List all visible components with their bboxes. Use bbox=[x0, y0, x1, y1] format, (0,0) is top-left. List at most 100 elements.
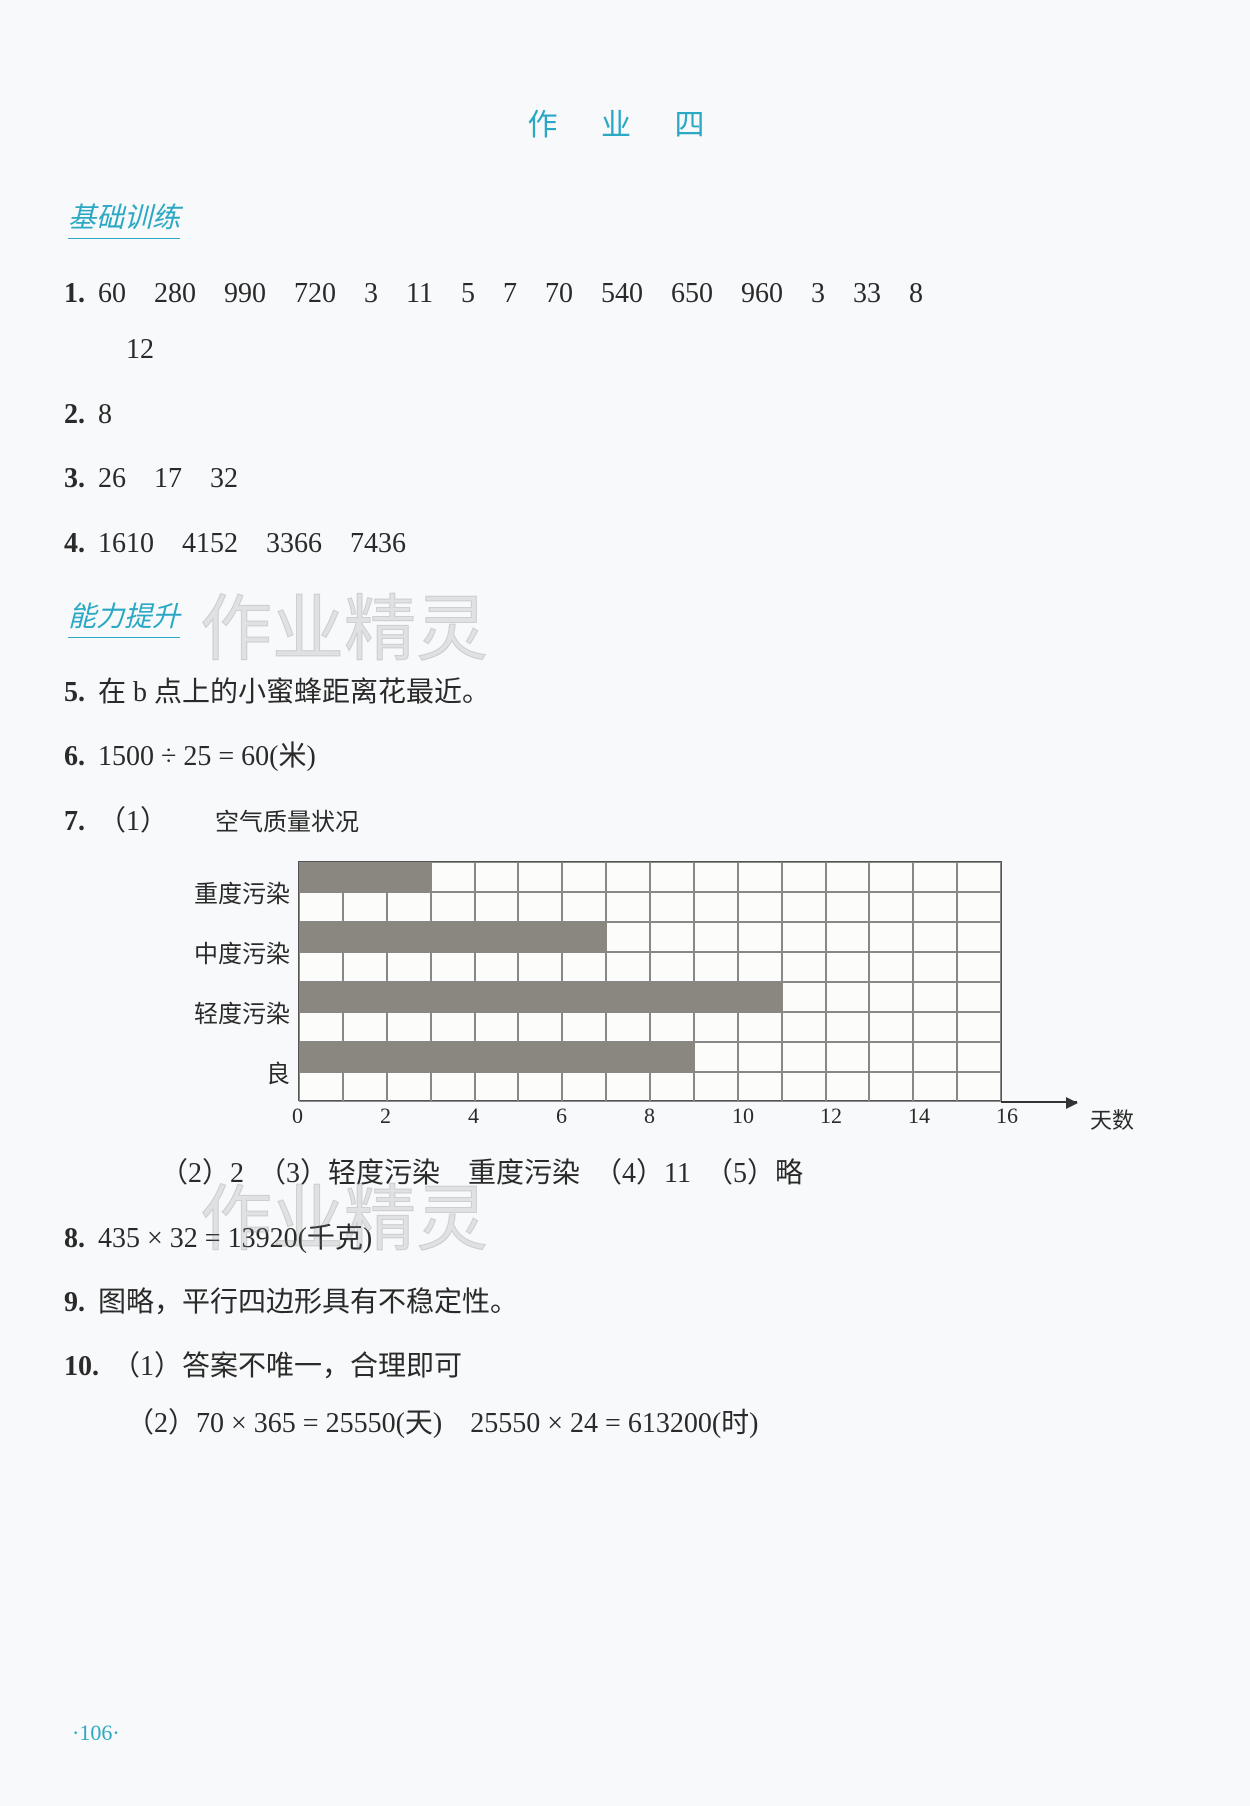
grid-cell bbox=[826, 862, 870, 892]
page-title: 作 业 四 bbox=[60, 100, 1190, 144]
grid-cell bbox=[913, 952, 957, 982]
chart-y-label: 中度污染 bbox=[180, 921, 290, 981]
q10-1-text: （1）答案不唯一，合理即可 bbox=[112, 1351, 462, 1382]
grid-cell bbox=[957, 862, 1001, 892]
q1-wrap: 12 bbox=[126, 325, 1190, 375]
q10-2-text: （2）70 × 365 = 25550(天) 25550 × 24 = 6132… bbox=[126, 1399, 1190, 1449]
chart-bar bbox=[299, 922, 607, 952]
q6-text: 1500 ÷ 25 = 60(米) bbox=[98, 741, 316, 772]
grid-cell bbox=[913, 1042, 957, 1072]
grid-cell bbox=[826, 982, 870, 1012]
chart-area: 重度污染中度污染轻度污染良 0246810121416天数 bbox=[180, 861, 1190, 1135]
grid-cell bbox=[606, 892, 650, 922]
grid-cell bbox=[606, 862, 650, 892]
q2-text: 8 bbox=[98, 399, 112, 430]
grid-cell bbox=[738, 922, 782, 952]
answer-q7-rest: （2）2 （3）轻度污染 重度污染 （4）11 （5）略 bbox=[60, 1149, 1190, 1199]
grid-cell bbox=[782, 862, 826, 892]
grid-cell bbox=[782, 952, 826, 982]
grid-cell bbox=[913, 862, 957, 892]
answer-q3: 3. 26 17 32 bbox=[60, 454, 1190, 504]
grid-cell bbox=[606, 952, 650, 982]
chart-x-tick: 14 bbox=[908, 1103, 996, 1135]
grid-cell bbox=[694, 1012, 738, 1042]
q6-number: 6. bbox=[64, 741, 85, 772]
q10-number: 10. bbox=[64, 1351, 99, 1382]
chart-x-tick: 6 bbox=[556, 1103, 644, 1135]
grid-cell bbox=[431, 952, 475, 982]
grid-cell bbox=[782, 982, 826, 1012]
grid-cell bbox=[869, 982, 913, 1012]
answer-q1: 1. 60 280 990 720 3 11 5 7 70 540 650 96… bbox=[60, 269, 1190, 376]
grid-cell bbox=[387, 1072, 431, 1102]
grid-cell bbox=[869, 1012, 913, 1042]
grid-cell bbox=[299, 952, 343, 982]
q2-number: 2. bbox=[64, 399, 85, 430]
grid-cell bbox=[826, 1042, 870, 1072]
air-quality-chart: 重度污染中度污染轻度污染良 0246810121416天数 bbox=[180, 861, 1190, 1135]
grid-cell bbox=[343, 1072, 387, 1102]
grid-cell bbox=[518, 1072, 562, 1102]
grid-cell bbox=[475, 952, 519, 982]
grid-cell bbox=[869, 952, 913, 982]
chart-x-tick: 8 bbox=[644, 1103, 732, 1135]
grid-cell bbox=[387, 952, 431, 982]
grid-cell bbox=[694, 1072, 738, 1102]
grid-cell bbox=[782, 1012, 826, 1042]
grid-cell bbox=[518, 952, 562, 982]
grid-cell bbox=[782, 922, 826, 952]
q4-text: 1610 4152 3366 7436 bbox=[98, 528, 406, 559]
grid-cell bbox=[738, 892, 782, 922]
chart-grid-wrap: 0246810121416天数 bbox=[298, 861, 1134, 1135]
q5-text: 在 b 点上的小蜜蜂距离花最近。 bbox=[98, 677, 490, 708]
grid-cell bbox=[913, 922, 957, 952]
grid-cell bbox=[913, 1072, 957, 1102]
grid-cell bbox=[957, 922, 1001, 952]
q1-number: 1. bbox=[64, 278, 85, 309]
grid-cell bbox=[650, 1012, 694, 1042]
chart-x-tick: 10 bbox=[732, 1103, 820, 1135]
q9-text: 图略，平行四边形具有不稳定性。 bbox=[98, 1287, 518, 1318]
answer-q8: 8. 435 × 32 = 13920(千克) bbox=[60, 1214, 1190, 1264]
grid-cell bbox=[738, 1042, 782, 1072]
chart-bar bbox=[299, 862, 431, 892]
grid-cell bbox=[650, 862, 694, 892]
page-number: ·106· bbox=[72, 1720, 120, 1746]
grid-cell bbox=[957, 892, 1001, 922]
grid-cell bbox=[957, 1072, 1001, 1102]
answer-q2: 2. 8 bbox=[60, 390, 1190, 440]
grid-cell bbox=[606, 922, 650, 952]
grid-cell bbox=[957, 1012, 1001, 1042]
grid-cell bbox=[299, 1012, 343, 1042]
answer-q5: 5. 在 b 点上的小蜜蜂距离花最近。 bbox=[60, 668, 1190, 718]
grid-cell bbox=[913, 982, 957, 1012]
grid-cell bbox=[650, 952, 694, 982]
chart-x-axis-label: 天数 bbox=[1090, 1103, 1134, 1135]
grid-cell bbox=[738, 862, 782, 892]
chart-x-tick: 4 bbox=[468, 1103, 556, 1135]
section-ability-header: 能力提升 bbox=[68, 595, 180, 638]
grid-cell bbox=[782, 892, 826, 922]
grid-cell bbox=[694, 1042, 738, 1072]
grid-cell bbox=[694, 892, 738, 922]
watermark-1: 作业精灵 bbox=[200, 570, 488, 675]
answer-q4: 4. 1610 4152 3366 7436 bbox=[60, 519, 1190, 569]
grid-cell bbox=[343, 952, 387, 982]
grid-row bbox=[299, 892, 1001, 922]
grid-cell bbox=[869, 922, 913, 952]
grid-cell bbox=[518, 862, 562, 892]
chart-y-labels: 重度污染中度污染轻度污染良 bbox=[180, 861, 290, 1101]
grid-cell bbox=[913, 892, 957, 922]
grid-cell bbox=[738, 952, 782, 982]
grid-cell bbox=[387, 1012, 431, 1042]
chart-y-label: 良 bbox=[180, 1041, 290, 1101]
grid-cell bbox=[431, 862, 475, 892]
grid-cell bbox=[562, 892, 606, 922]
grid-cell bbox=[475, 1072, 519, 1102]
answer-q9: 9. 图略，平行四边形具有不稳定性。 bbox=[60, 1278, 1190, 1328]
grid-cell bbox=[826, 892, 870, 922]
grid-cell bbox=[782, 1072, 826, 1102]
grid-cell bbox=[694, 922, 738, 952]
grid-cell bbox=[826, 1012, 870, 1042]
chart-y-label: 重度污染 bbox=[180, 861, 290, 921]
